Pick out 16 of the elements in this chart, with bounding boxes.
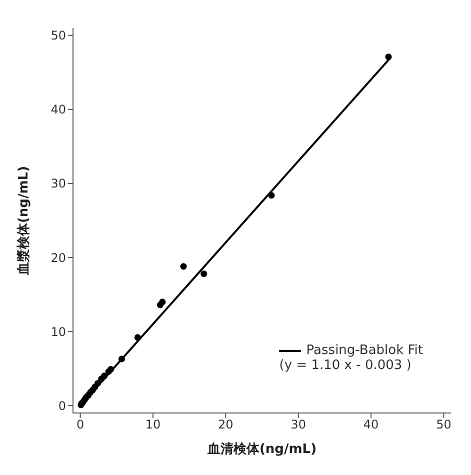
x-tick-label: 50 <box>436 418 452 432</box>
y-tick-label: 0 <box>58 398 66 413</box>
x-tick-label: 0 <box>76 418 84 432</box>
y-tick-label: 50 <box>50 28 66 43</box>
x-axis-title: 血清検体(ng/mL) <box>206 442 317 457</box>
annotation: (y = 1.10 x - 0.003 ) <box>279 358 412 373</box>
x-tick-label: 10 <box>145 418 161 432</box>
x-tick-label: 40 <box>363 418 379 432</box>
y-tick-label: 10 <box>50 324 66 339</box>
y-axis-title: 血漿検体(ng/mL) <box>16 166 32 276</box>
y-tick-label: 40 <box>50 102 66 117</box>
x-tick-label: 20 <box>218 418 234 432</box>
x-tick-label: 30 <box>290 418 306 432</box>
y-tick-label: 20 <box>50 250 66 265</box>
y-tick-label: 30 <box>50 176 66 191</box>
legend-label: Passing-Bablok Fit <box>306 343 423 358</box>
